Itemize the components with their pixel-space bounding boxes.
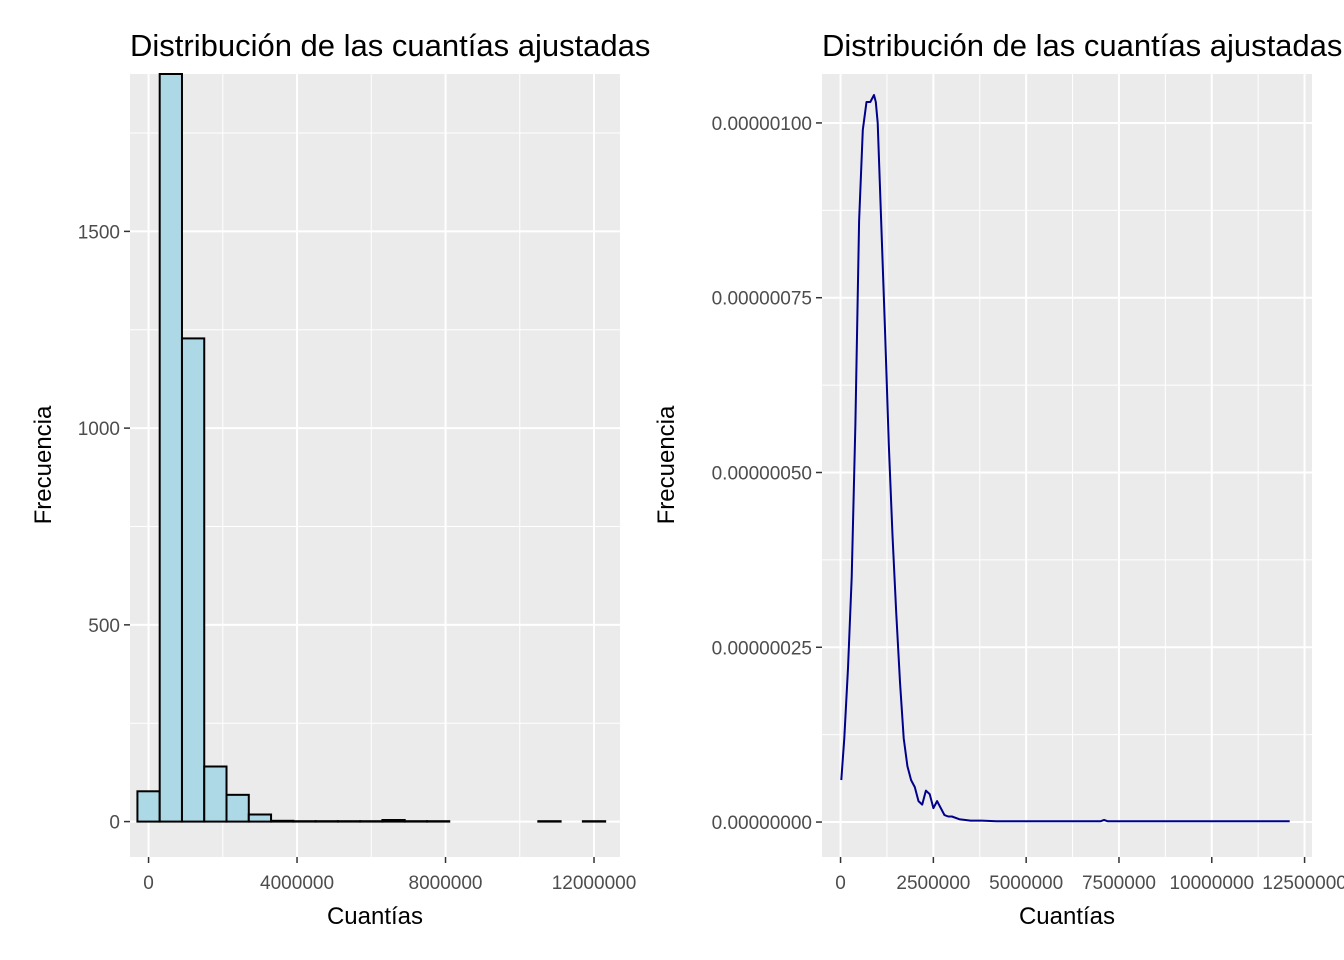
histogram-grid [130,74,620,857]
histogram-bar [247,813,273,823]
histogram-x-axis: 0 4000000 8000000 12000000 [143,857,636,894]
histogram-y-tick-label: 500 [88,616,120,637]
histogram-bar [203,765,228,823]
histogram-y-axis-title: Frecuencia [30,405,57,524]
density-grid [822,74,1312,857]
density-y-tick-label: 0.00000075 [712,289,812,310]
density-x-tick-label: 10000000 [1169,873,1254,894]
density-title: Distribución de las cuantías ajustadas [822,28,1342,63]
histogram-bar [136,790,161,823]
density-x-axis-title: Cuantías [1019,903,1115,930]
histogram-x-tick-label: 12000000 [552,873,637,894]
histogram-y-axis: 0 500 1000 1500 [78,222,130,834]
histogram-panel-background [130,74,620,857]
density-y-axis-title: Frecuencia [653,405,680,524]
histogram-bar [180,337,206,823]
density-x-axis: 0 2500000 5000000 7500000 10000000 12500000 [835,857,1344,894]
density-y-tick-label: 0.00000000 [712,813,812,834]
density-x-tick-label: 12500000 [1262,873,1344,894]
histogram-chart: Distribución de las cuantías ajustadas 0… [30,28,650,930]
histogram-bar [270,819,295,823]
histogram-bar [225,793,250,823]
histogram-bar [381,819,406,823]
density-y-tick-label: 0.00000100 [712,114,812,135]
histogram-y-tick-label: 0 [109,813,120,834]
histogram-y-tick-label: 1000 [78,419,120,440]
histogram-bars [136,73,607,823]
histogram-x-axis-title: Cuantías [327,903,423,930]
density-x-tick-label: 2500000 [896,873,970,894]
density-x-tick-label: 5000000 [989,873,1063,894]
density-y-tick-label: 0.00000025 [712,638,812,659]
histogram-y-tick-label: 1500 [78,222,120,243]
histogram-x-tick-label: 4000000 [260,873,334,894]
histogram-x-tick-label: 0 [143,873,154,894]
histogram-x-tick-label: 8000000 [409,873,483,894]
density-x-tick-label: 7500000 [1082,873,1156,894]
density-line [840,94,1290,823]
density-series [840,94,1290,823]
density-x-tick-label: 0 [835,873,846,894]
density-panel-background [822,74,1312,857]
density-y-tick-label: 0.00000050 [712,463,812,484]
histogram-bar [158,73,183,823]
density-y-axis: 0.00000000 0.00000025 0.00000050 0.00000075… [712,114,822,834]
density-chart: Distribución de las cuantías ajustadas 0… [653,28,1344,930]
histogram-title: Distribución de las cuantías ajustadas [130,28,650,63]
